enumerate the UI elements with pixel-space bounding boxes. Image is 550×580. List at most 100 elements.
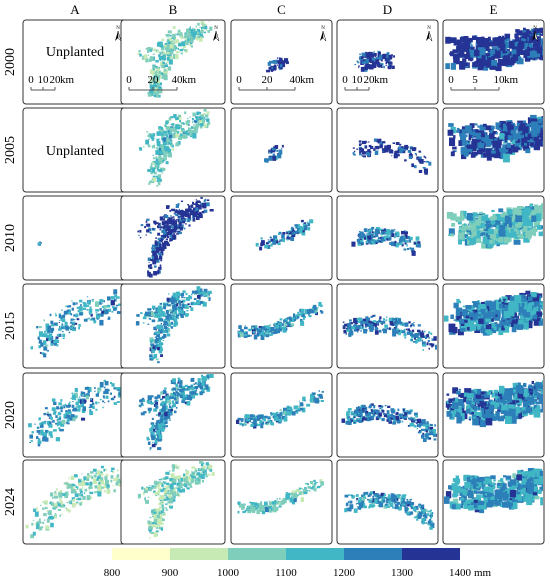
north-arrow-icon: N xyxy=(532,26,539,42)
legend-tick-label: 1400 xyxy=(449,567,472,579)
scale-bar-tick-label: 40 xyxy=(172,74,184,86)
map-panel-a-2010 xyxy=(22,195,128,281)
scale-bar-tick-label: 20 xyxy=(50,74,62,86)
planted-area-cells xyxy=(37,241,42,246)
north-arrow-icon: N xyxy=(426,26,433,42)
column-header-c: C xyxy=(277,2,286,17)
map-panel-a-2024 xyxy=(22,459,128,545)
scale-bar: 0 10 20 km xyxy=(28,74,75,91)
scale-bar: 0 5 10 km xyxy=(448,74,519,91)
north-arrow-icon: N xyxy=(320,26,327,42)
map-panel-e-2024 xyxy=(442,459,545,545)
map-panel-b-2024 xyxy=(120,459,226,545)
legend-tick-label: 1100 xyxy=(275,567,297,579)
north-arrow-label: N xyxy=(427,26,431,31)
planted-area-cells xyxy=(342,314,437,351)
column-header-d: D xyxy=(383,2,392,17)
planted-area-cells xyxy=(354,50,395,72)
legend-swatch xyxy=(344,548,402,560)
north-arrow-label: N xyxy=(533,26,537,31)
scale-bar-unit: km xyxy=(504,74,519,86)
planted-area-cells xyxy=(137,461,215,539)
map-panel-a-2020 xyxy=(22,372,128,458)
map-panel-e-2015 xyxy=(442,283,545,369)
legend-tick-label: 1200 xyxy=(333,567,356,579)
scale-bar-tick-label: 40 xyxy=(290,74,302,86)
row-header-2005: 2005 xyxy=(3,136,18,164)
planted-area-cells xyxy=(445,380,543,428)
row-header-2024: 2024 xyxy=(3,488,18,516)
planted-area-cells xyxy=(137,197,214,278)
planted-area-cells xyxy=(447,114,543,163)
north-arrow-icon: N xyxy=(213,26,220,42)
planted-area-cells xyxy=(30,289,124,358)
map-panel-d-2020 xyxy=(336,372,439,458)
planted-area-cells xyxy=(28,379,126,447)
legend-swatch xyxy=(286,548,344,560)
row-header-2015: 2015 xyxy=(3,312,18,340)
north-arrow-icon: N xyxy=(115,26,122,42)
legend-swatch xyxy=(170,548,228,560)
legend-swatch xyxy=(112,548,170,560)
map-panel-c-2020 xyxy=(230,372,333,458)
map-panel-d-2005 xyxy=(336,107,439,193)
planted-area-cells xyxy=(266,57,289,73)
north-arrow-label: N xyxy=(321,26,325,31)
north-arrow-label: N xyxy=(116,26,120,31)
planted-area-cells xyxy=(25,465,126,539)
planted-area-cells xyxy=(135,286,212,364)
map-panel-e-2005 xyxy=(442,107,545,193)
planted-area-cells xyxy=(344,491,435,530)
planted-area-cells xyxy=(264,144,284,163)
unplanted-label: Unplanted xyxy=(46,45,104,60)
row-header-2000: 2000 xyxy=(3,48,18,76)
map-panel-e-2010 xyxy=(442,195,545,281)
north-arrow-label: N xyxy=(214,26,218,31)
scale-bar-tick-label: 10 xyxy=(494,74,506,86)
scale-bar-unit: km xyxy=(374,74,389,86)
scale-bar-tick-label: 0 xyxy=(126,74,132,86)
scale-bar: 0 20 40 km xyxy=(126,74,197,91)
planted-area-cells xyxy=(444,290,543,336)
map-panel-c-2010 xyxy=(230,195,333,281)
map-panel-b-2015 xyxy=(120,283,226,369)
planted-area-cells xyxy=(237,301,324,340)
map-panel-b-2000: N 0 20 40 km xyxy=(120,19,226,105)
planted-area-cells xyxy=(236,390,324,429)
map-panel-d-2000: N 0 10 20 km xyxy=(336,19,439,105)
legend-unit: mm xyxy=(474,567,492,579)
map-panel-c-2024 xyxy=(230,459,333,545)
column-header-a: A xyxy=(70,2,80,17)
map-panel-d-2015 xyxy=(336,283,439,369)
map-panel-a-2015 xyxy=(22,283,128,369)
planted-area-cells xyxy=(138,374,214,451)
scale-bar: 0 10 20 km xyxy=(342,74,389,91)
map-panel-d-2024 xyxy=(336,459,439,545)
legend-swatch xyxy=(228,548,286,560)
legend-tick-label: 1000 xyxy=(217,567,240,579)
column-header-b: B xyxy=(169,2,178,17)
legend-tick-label: 1300 xyxy=(391,567,414,579)
precipitation-legend: 800 900 1000 1100 1200 1300 1400 mm xyxy=(104,548,492,579)
scale-bar-tick-label: 0 xyxy=(236,74,242,86)
map-panel-e-2000: N 0 5 10 km xyxy=(442,19,545,105)
column-header-e: E xyxy=(490,2,498,17)
planted-area-cells xyxy=(255,219,314,251)
row-header-2020: 2020 xyxy=(3,401,18,429)
map-panel-e-2020 xyxy=(442,372,545,458)
scale-bar-tick-label: 0 xyxy=(342,74,348,86)
map-panel-a-2000: Unplanted N 0 10 20 km xyxy=(22,19,128,105)
scale-bar-tick-label: 0 xyxy=(28,74,34,86)
unplanted-label: Unplanted xyxy=(46,144,104,159)
planted-area-cells xyxy=(137,21,213,98)
scale-bar-unit: km xyxy=(182,74,197,86)
map-panel-b-2010 xyxy=(120,195,226,281)
map-panel-d-2010 xyxy=(336,195,439,281)
planted-area-cells xyxy=(445,27,543,72)
map-panel-b-2005 xyxy=(120,107,226,193)
planted-area-cells xyxy=(138,109,211,187)
scale-bar-tick-label: 20 xyxy=(364,74,376,86)
planted-area-cells xyxy=(351,226,421,256)
map-panel-c-2000: N 0 20 40 km xyxy=(230,19,333,105)
